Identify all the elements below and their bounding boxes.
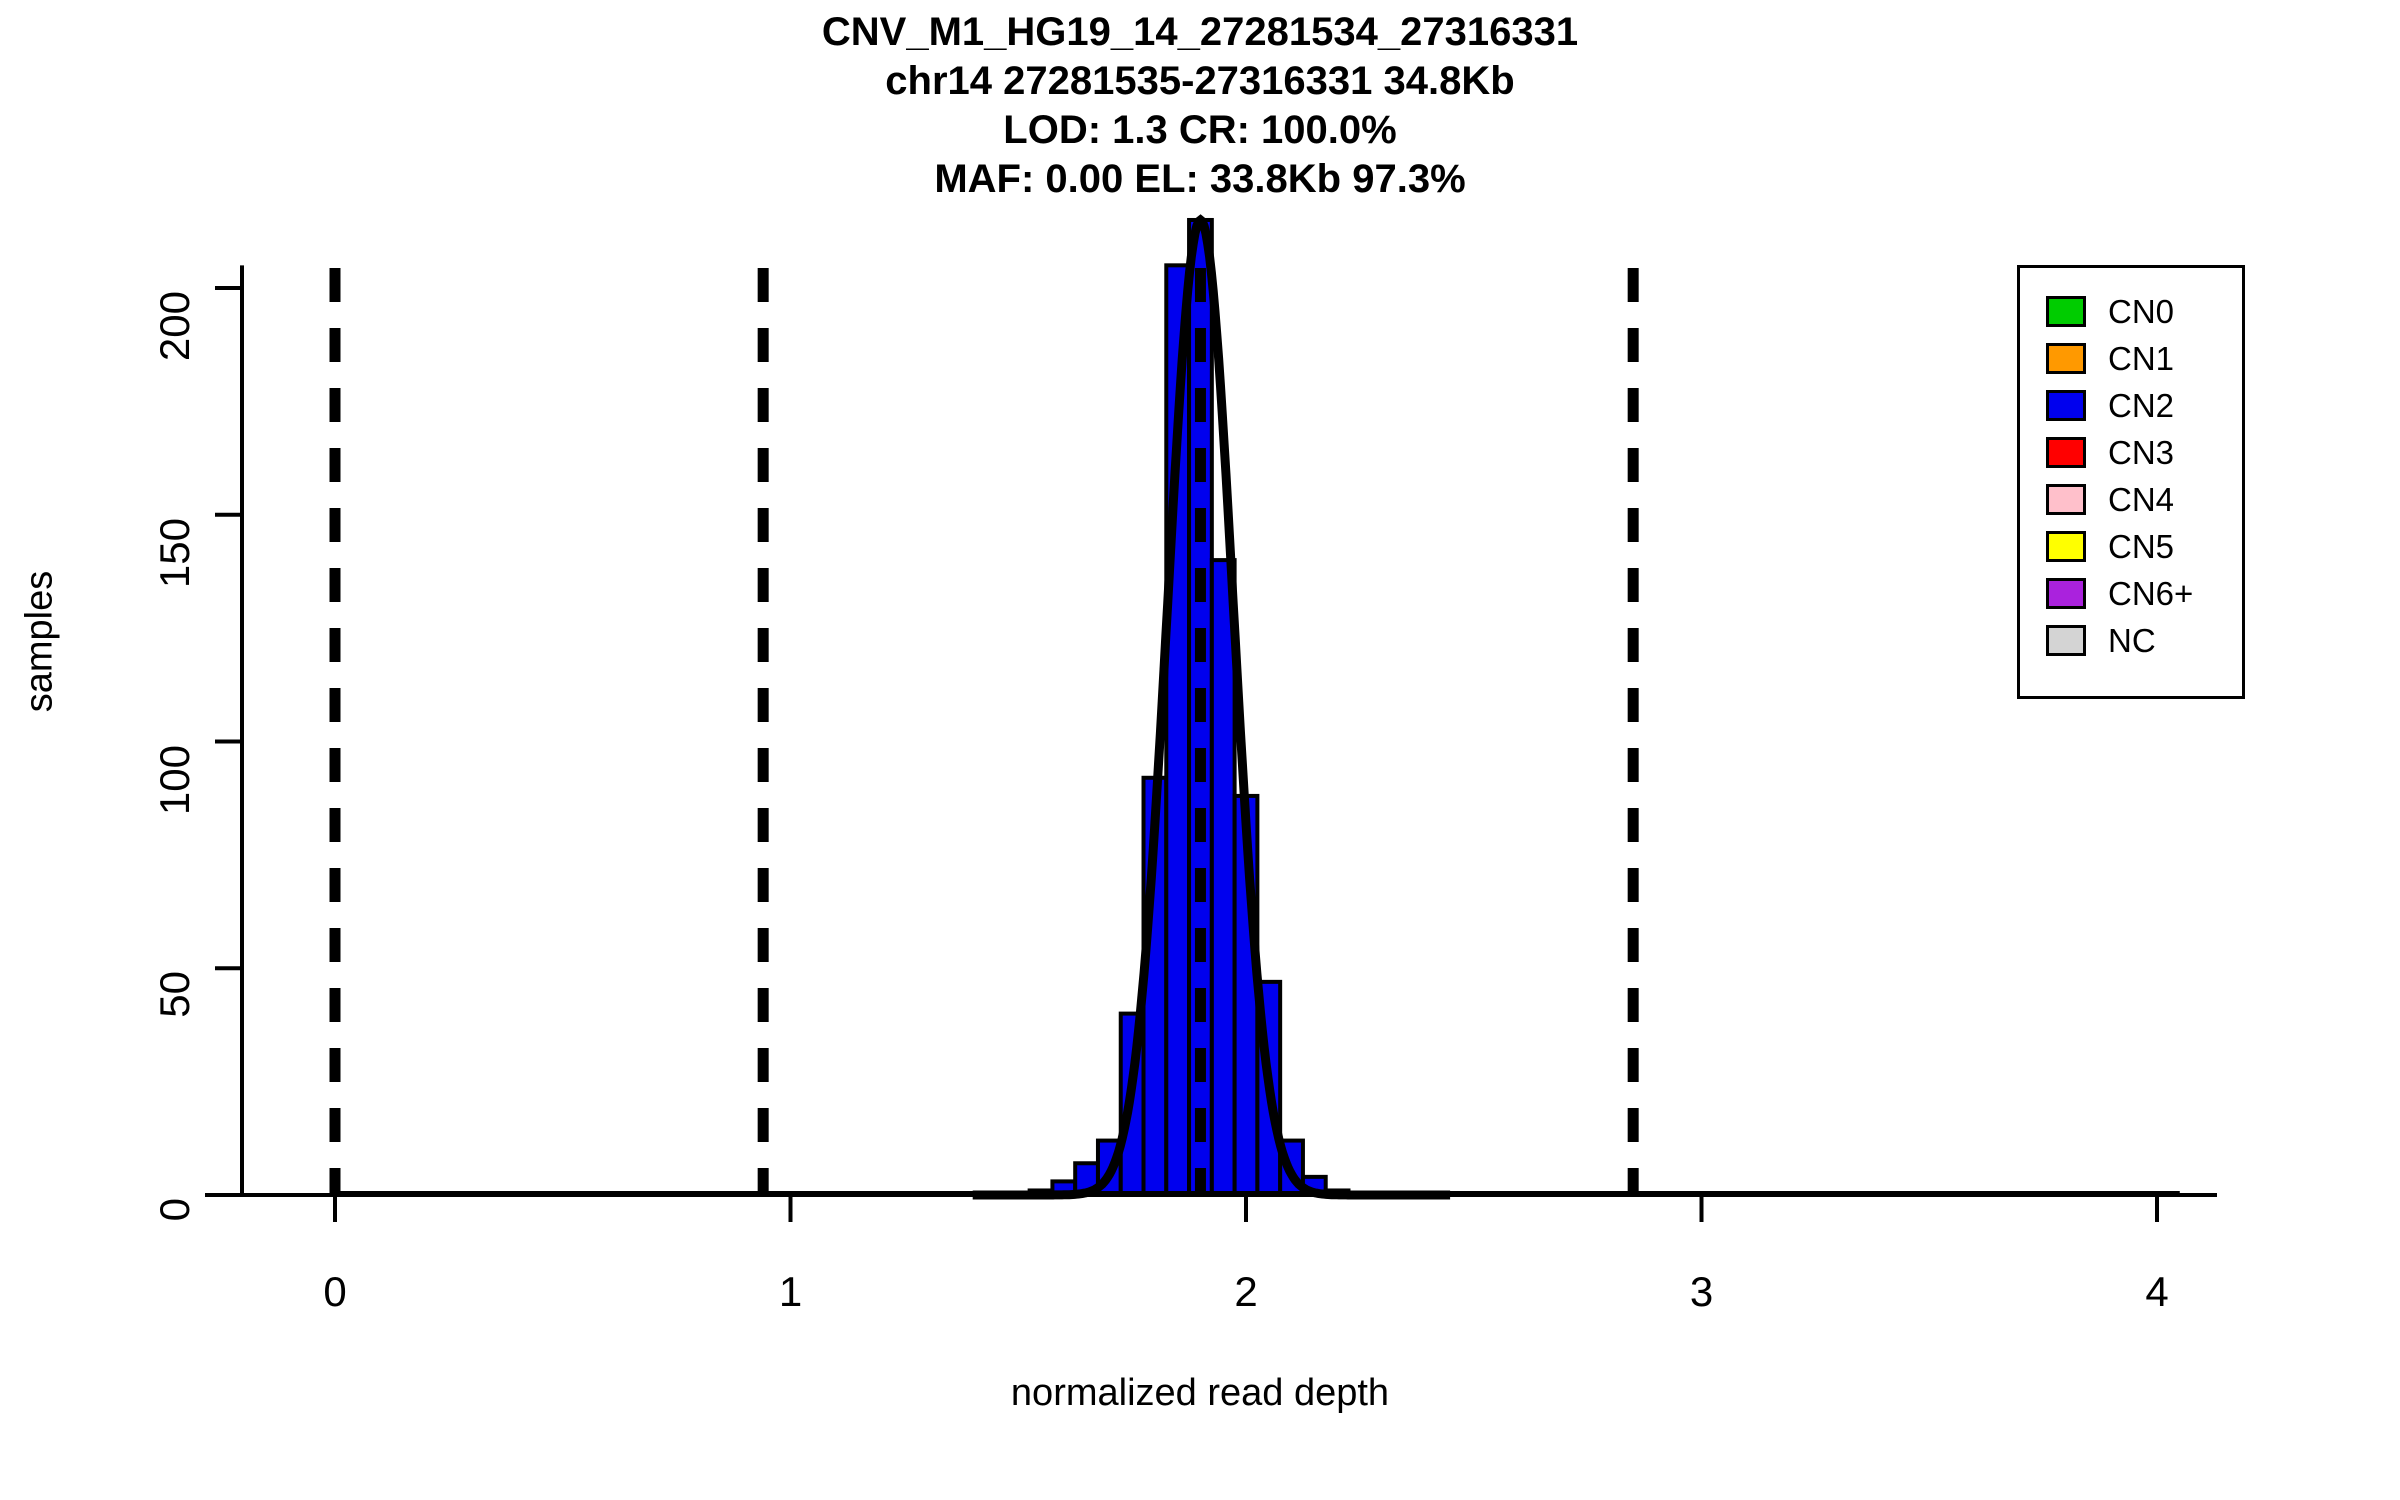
copy-number-legend: CN0 CN1 CN2 CN3 CN4 CN5 CN6+ NC — [2017, 265, 2245, 699]
legend-item-cn5[interactable]: CN5 — [2020, 523, 2242, 570]
legend-swatch-icon — [2046, 343, 2086, 374]
legend-item-cn0[interactable]: CN0 — [2020, 288, 2242, 335]
x-tick-label: 1 — [778, 1268, 803, 1315]
legend-item-cn1[interactable]: CN1 — [2020, 335, 2242, 382]
legend-swatch-icon — [2046, 484, 2086, 515]
title-line-3: LOD: 1.3 CR: 100.0% — [1003, 108, 1397, 152]
axes-group — [205, 265, 2217, 1222]
legend-swatch-icon — [2046, 578, 2086, 609]
legend-item-label: NC — [2108, 622, 2156, 659]
legend-item-label: CN2 — [2108, 387, 2175, 424]
legend-item-cn6plus[interactable]: CN6+ — [2020, 570, 2242, 617]
legend-item-cn4[interactable]: CN4 — [2020, 476, 2242, 523]
chart-title-block: CNV_M1_HG19_14_27281534_27316331 chr14 2… — [0, 8, 2400, 204]
x-tick-label: 0 — [323, 1268, 347, 1315]
legend-item-cn2[interactable]: CN2 — [2020, 382, 2242, 429]
x-tick-label: 4 — [2145, 1268, 2169, 1315]
y-tick-label: 150 — [151, 517, 198, 588]
legend-swatch-icon — [2046, 531, 2086, 562]
reference-lines-group — [329, 268, 1639, 1195]
y-tick-label: 100 — [151, 744, 198, 815]
x-tick-label: 2 — [1234, 1268, 1258, 1315]
legend-item-nc[interactable]: NC — [2020, 617, 2242, 664]
legend-item-label: CN4 — [2108, 481, 2175, 518]
legend-item-label: CN5 — [2108, 528, 2175, 565]
y-tick-label: 50 — [151, 971, 198, 1018]
title-line-4: MAF: 0.00 EL: 33.8Kb 97.3% — [934, 157, 1466, 201]
legend-swatch-icon — [2046, 296, 2086, 327]
legend-item-label: CN1 — [2108, 340, 2175, 377]
legend-swatch-icon — [2046, 390, 2086, 421]
title-line-2: chr14 27281535-27316331 34.8Kb — [885, 59, 1515, 103]
legend-item-label: CN6+ — [2108, 575, 2194, 612]
histogram-bars-group — [335, 217, 2180, 1198]
y-tick-label: 200 — [151, 291, 198, 362]
legend-item-label: CN3 — [2108, 434, 2175, 471]
legend-swatch-icon — [2046, 625, 2086, 656]
histogram-bar — [1209, 558, 1237, 1197]
y-axis-title: samples — [18, 570, 61, 713]
y-tick-label: 0 — [151, 1198, 198, 1222]
x-tick-label: 3 — [1689, 1268, 1714, 1315]
x-axis-title: normalized read depth — [1010, 1372, 1390, 1414]
title-line-1: CNV_M1_HG19_14_27281534_27316331 — [821, 10, 1579, 54]
legend-item-label: CN0 — [2108, 293, 2175, 330]
legend-swatch-icon — [2046, 437, 2086, 468]
legend-item-cn3[interactable]: CN3 — [2020, 429, 2242, 476]
